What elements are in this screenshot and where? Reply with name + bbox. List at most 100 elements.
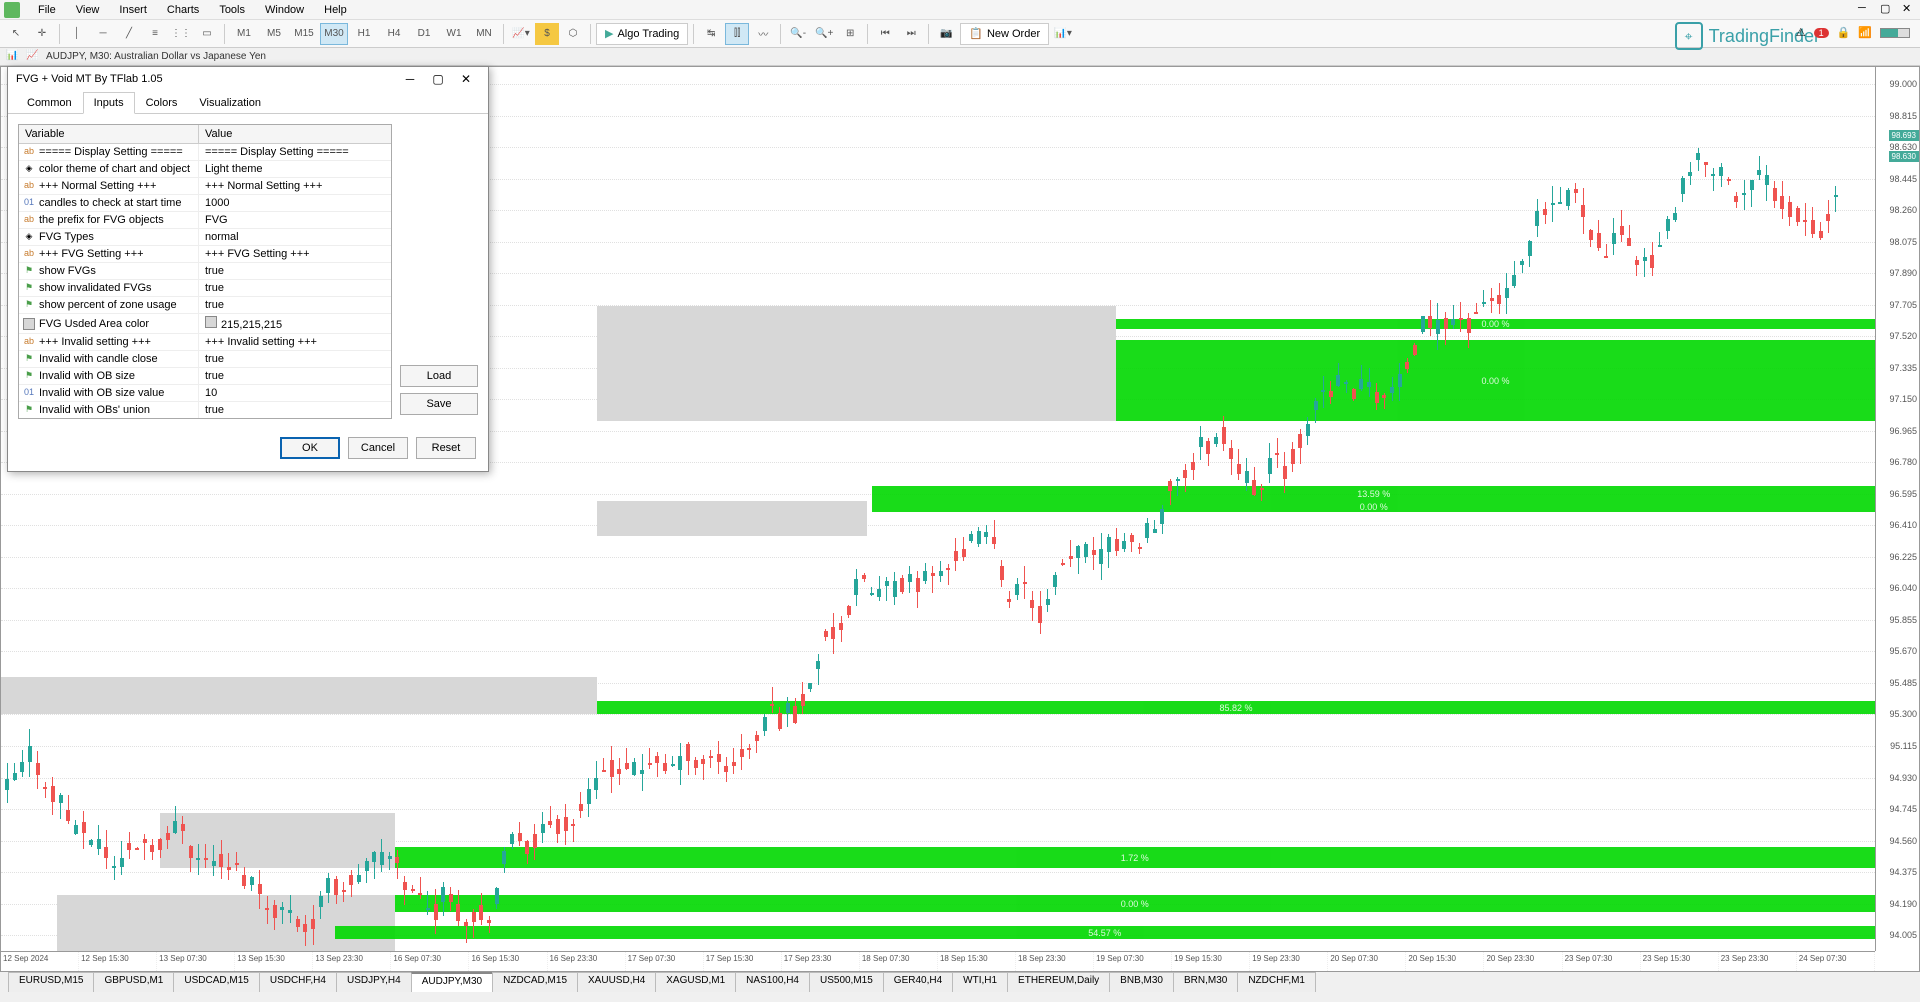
symbol-tab[interactable]: GER40,H4 [883, 972, 953, 992]
symbol-tab[interactable]: BNB,M30 [1109, 972, 1174, 992]
crosshair-tool[interactable]: ✛ [30, 23, 54, 45]
dialog-maximize-button[interactable]: ▢ [424, 68, 452, 90]
signal-tool[interactable]: 📊▾ [1051, 23, 1075, 45]
param-row[interactable]: 01candles to check at start time1000 [19, 195, 391, 212]
grid-tool[interactable]: ⊞ [838, 23, 862, 45]
zoomout-tool[interactable]: 🔍- [786, 23, 810, 45]
hline-tool[interactable]: ─ [91, 23, 115, 45]
reset-button[interactable]: Reset [416, 437, 476, 459]
symbol-tab[interactable]: AUDJPY,M30 [411, 972, 493, 992]
symbol-tab[interactable]: XAGUSD,M1 [655, 972, 736, 992]
col-value[interactable]: Value [199, 125, 391, 143]
signal-icon[interactable]: 📶 [1858, 26, 1872, 39]
chart-type-tool[interactable]: 📈▾ [509, 23, 533, 45]
symbol-tab[interactable]: ETHEREUM,Daily [1007, 972, 1110, 992]
timeframe-M15[interactable]: M15 [290, 23, 318, 45]
channel-tool[interactable]: ≡ [143, 23, 167, 45]
dialog-tab-colors[interactable]: Colors [135, 92, 189, 114]
symbol-tab[interactable]: EURUSD,M15 [8, 972, 94, 992]
time-axis[interactable]: 12 Sep 202412 Sep 15:3013 Sep 07:3013 Se… [1, 951, 1875, 971]
timeframe-H4[interactable]: H4 [380, 23, 408, 45]
cursor-tool[interactable]: ↖ [4, 23, 28, 45]
trendline-tool[interactable]: ╱ [117, 23, 141, 45]
menu-help[interactable]: Help [314, 2, 357, 18]
param-row[interactable]: ⚑Invalid with OBs' uniontrue [19, 402, 391, 418]
param-row[interactable]: ◈FVG Typesnormal [19, 229, 391, 246]
chart-props-icon[interactable]: 📈 [26, 50, 40, 64]
ok-button[interactable]: OK [280, 437, 340, 459]
close-icon[interactable]: ✕ [1902, 2, 1916, 16]
indicator-tool[interactable]: $ [535, 23, 559, 45]
param-row[interactable]: ⚑Invalid with OB sizetrue [19, 368, 391, 385]
new-order-button[interactable]: 📋 New Order [960, 23, 1049, 45]
symbol-tab[interactable]: USDCAD,M15 [173, 972, 259, 992]
param-row[interactable]: FVG Usded Area color215,215,215 [19, 314, 391, 334]
symbol-tab[interactable]: NZDCAD,M15 [492, 972, 578, 992]
scroll-tool[interactable]: 〰 [751, 23, 775, 45]
param-row[interactable]: ⚑Invalid with candle closetrue [19, 351, 391, 368]
dialog-titlebar[interactable]: FVG + Void MT By TFlab 1.05 ─ ▢ ✕ [8, 67, 488, 91]
timeframe-D1[interactable]: D1 [410, 23, 438, 45]
timeframe-W1[interactable]: W1 [440, 23, 468, 45]
cancel-button[interactable]: Cancel [348, 437, 408, 459]
param-row[interactable]: abthe prefix for FVG objectsFVG [19, 212, 391, 229]
symbol-tab[interactable]: GBPUSD,M1 [93, 972, 174, 992]
param-row[interactable]: ⚑show percent of zone usagetrue [19, 297, 391, 314]
menu-tools[interactable]: Tools [209, 2, 255, 18]
timeframe-M5[interactable]: M5 [260, 23, 288, 45]
alert-icon[interactable]: ⚠ [1796, 26, 1806, 39]
symbol-tab[interactable]: NZDCHF,M1 [1237, 972, 1316, 992]
step-back-tool[interactable]: ⏮ [873, 23, 897, 45]
symbol-tab[interactable]: USDJPY,H4 [336, 972, 412, 992]
dialog-tab-visualization[interactable]: Visualization [188, 92, 272, 114]
menu-insert[interactable]: Insert [109, 2, 157, 18]
dialog-tab-inputs[interactable]: Inputs [83, 92, 135, 114]
fib-tool[interactable]: ⋮⋮ [169, 23, 193, 45]
dialog-tab-common[interactable]: Common [16, 92, 83, 114]
rect-tool[interactable]: ▭ [195, 23, 219, 45]
timeframe-MN[interactable]: MN [470, 23, 498, 45]
param-row[interactable]: ◈color theme of chart and objectLight th… [19, 161, 391, 178]
vline-tool[interactable]: │ [65, 23, 89, 45]
algo-trading-button[interactable]: ▶ Algo Trading [596, 23, 688, 45]
timeframe-H1[interactable]: H1 [350, 23, 378, 45]
autoscroll-tool[interactable]: ⫿⫿ [725, 23, 749, 45]
param-row[interactable]: ab+++ Invalid setting ++++++ Invalid set… [19, 334, 391, 351]
save-button[interactable]: Save [400, 393, 478, 415]
dialog-minimize-button[interactable]: ─ [396, 68, 424, 90]
timeframe-M30[interactable]: M30 [320, 23, 348, 45]
step-fwd-tool[interactable]: ⏭ [899, 23, 923, 45]
symbol-tab[interactable]: XAUUSD,H4 [577, 972, 656, 992]
symbol-tab[interactable]: USDCHF,H4 [259, 972, 337, 992]
param-row[interactable]: 01Invalid with OB size value10 [19, 385, 391, 402]
camera-tool[interactable]: 📷 [934, 23, 958, 45]
symbol-tab[interactable]: NAS100,H4 [735, 972, 810, 992]
menu-file[interactable]: File [28, 2, 66, 18]
symbol-tab[interactable]: BRN,M30 [1173, 972, 1238, 992]
minimize-icon[interactable]: ─ [1858, 2, 1872, 16]
notification-badge[interactable]: 1 [1814, 28, 1829, 38]
symbol-tab[interactable]: US500,M15 [809, 972, 884, 992]
param-row[interactable]: ⚑show FVGstrue [19, 263, 391, 280]
toolbar: ↖ ✛ │ ─ ╱ ≡ ⋮⋮ ▭ M1M5M15M30H1H4D1W1MN 📈▾… [0, 20, 1920, 48]
template-tool[interactable]: ⬡ [561, 23, 585, 45]
menu-view[interactable]: View [66, 2, 110, 18]
param-row[interactable]: ab+++ Normal Setting ++++++ Normal Setti… [19, 178, 391, 195]
param-row[interactable]: ab===== Display Setting ========== Displ… [19, 144, 391, 161]
menu-window[interactable]: Window [255, 2, 314, 18]
param-row[interactable]: ab+++ FVG Setting ++++++ FVG Setting +++ [19, 246, 391, 263]
symbol-tab[interactable]: WTI,H1 [952, 972, 1008, 992]
menu-charts[interactable]: Charts [157, 2, 209, 18]
shift-tool[interactable]: ↹ [699, 23, 723, 45]
col-variable[interactable]: Variable [19, 125, 199, 143]
price-tick: 98.445 [1889, 174, 1917, 184]
play-icon: ▶ [605, 27, 613, 40]
price-axis[interactable]: 99.00098.81598.63098.44598.26098.07597.8… [1875, 67, 1919, 951]
dialog-close-button[interactable]: ✕ [452, 68, 480, 90]
maximize-icon[interactable]: ▢ [1880, 2, 1894, 16]
timeframe-M1[interactable]: M1 [230, 23, 258, 45]
zoomin-tool[interactable]: 🔍+ [812, 23, 836, 45]
param-row[interactable]: ⚑show invalidated FVGstrue [19, 280, 391, 297]
load-button[interactable]: Load [400, 365, 478, 387]
lock-icon[interactable]: 🔒 [1837, 26, 1851, 39]
